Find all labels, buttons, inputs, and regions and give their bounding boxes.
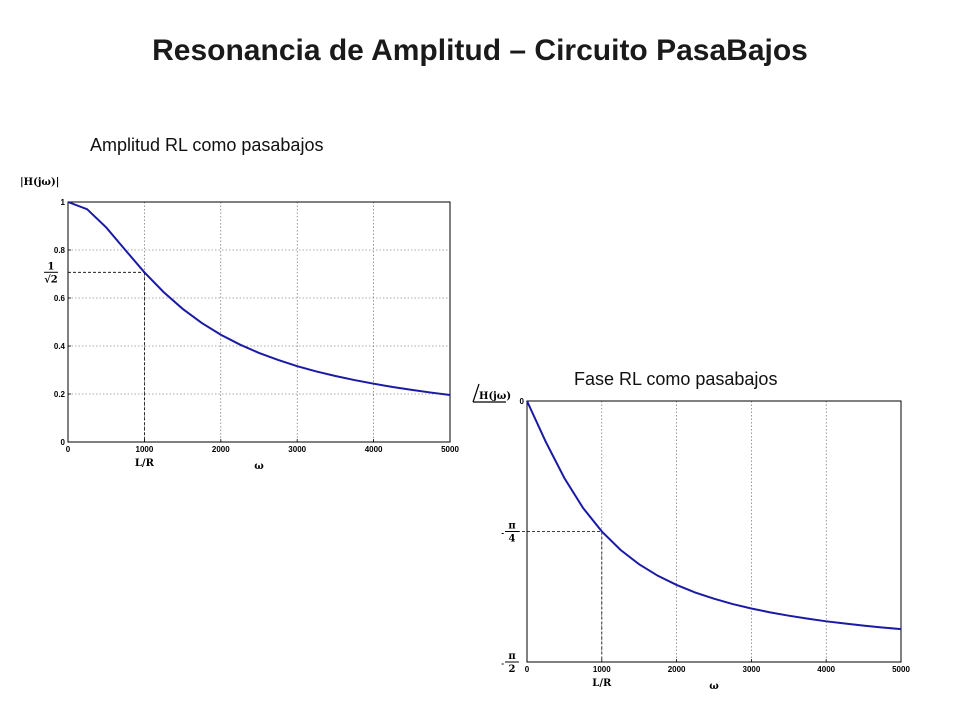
y-tick-fraction-numerator: π bbox=[508, 521, 515, 532]
x-marker-label: L/R bbox=[135, 458, 155, 469]
amplitude-chart: 0 1000 2000 3000 4000 500000.20.40.60.811√2L/… bbox=[20, 177, 459, 472]
x-tick-label: 0 bbox=[525, 665, 530, 674]
x-tick-label: 3000 bbox=[288, 445, 306, 454]
y-tick-label: 0.2 bbox=[54, 390, 66, 399]
x-tick-label: 4000 bbox=[817, 665, 835, 674]
data-series-line bbox=[67, 201, 451, 396]
y-tick-fraction-numerator: 1 bbox=[48, 261, 55, 272]
phase-chart-title: Fase RL como pasabajos bbox=[574, 369, 778, 389]
x-tick-label: 1000 bbox=[593, 665, 611, 674]
y-axis-label-group: H(jω) bbox=[472, 383, 511, 403]
y-tick-label: 0.4 bbox=[54, 342, 66, 351]
y-tick-fraction: 1√2 bbox=[44, 261, 58, 285]
y-axis-label: H(jω) bbox=[479, 391, 511, 402]
y-tick-fraction-sign: - bbox=[501, 529, 504, 538]
y-tick-label: 1 bbox=[61, 198, 66, 207]
x-tick-label: 1000 bbox=[136, 445, 154, 454]
y-tick-fraction: -π 4 bbox=[501, 521, 519, 545]
data-series-line bbox=[526, 400, 902, 631]
x-tick-label: 2000 bbox=[668, 665, 686, 674]
x-tick-label: 3000 bbox=[743, 665, 761, 674]
amplitude-chart-title: Amplitud RL como pasabajos bbox=[90, 135, 324, 155]
y-tick-label: 0 bbox=[61, 438, 66, 447]
x-tick-label: 4000 bbox=[365, 445, 383, 454]
y-tick-label: 0.8 bbox=[54, 246, 66, 255]
x-axis-label: ω bbox=[709, 681, 719, 692]
y-axis-label: |H(jω)| bbox=[20, 177, 59, 188]
angle-symbol-stroke bbox=[472, 383, 480, 403]
y-tick-fraction-denominator: 4 bbox=[509, 534, 516, 545]
x-tick-label: 0 bbox=[66, 445, 71, 454]
y-tick-fraction-numerator: π bbox=[508, 651, 515, 662]
y-tick-fraction-denominator: 2 bbox=[509, 664, 516, 675]
y-tick-label: 0 bbox=[520, 397, 525, 406]
plot-frame bbox=[67, 201, 451, 443]
x-tick-label: 5000 bbox=[892, 665, 910, 674]
y-tick-fraction-sign: - bbox=[501, 659, 504, 668]
y-tick-fraction-denominator: √2 bbox=[44, 273, 58, 285]
x-tick-label: 5000 bbox=[441, 445, 459, 454]
x-tick-label: 2000 bbox=[212, 445, 230, 454]
x-marker-label: L/R bbox=[592, 678, 612, 689]
y-tick-fraction: -π 2 bbox=[501, 651, 519, 675]
y-tick-label: 0.6 bbox=[54, 294, 66, 303]
slide-title: Resonancia de Amplitud – Circuito PasaBa… bbox=[152, 34, 808, 67]
x-axis-label: ω bbox=[254, 461, 264, 472]
